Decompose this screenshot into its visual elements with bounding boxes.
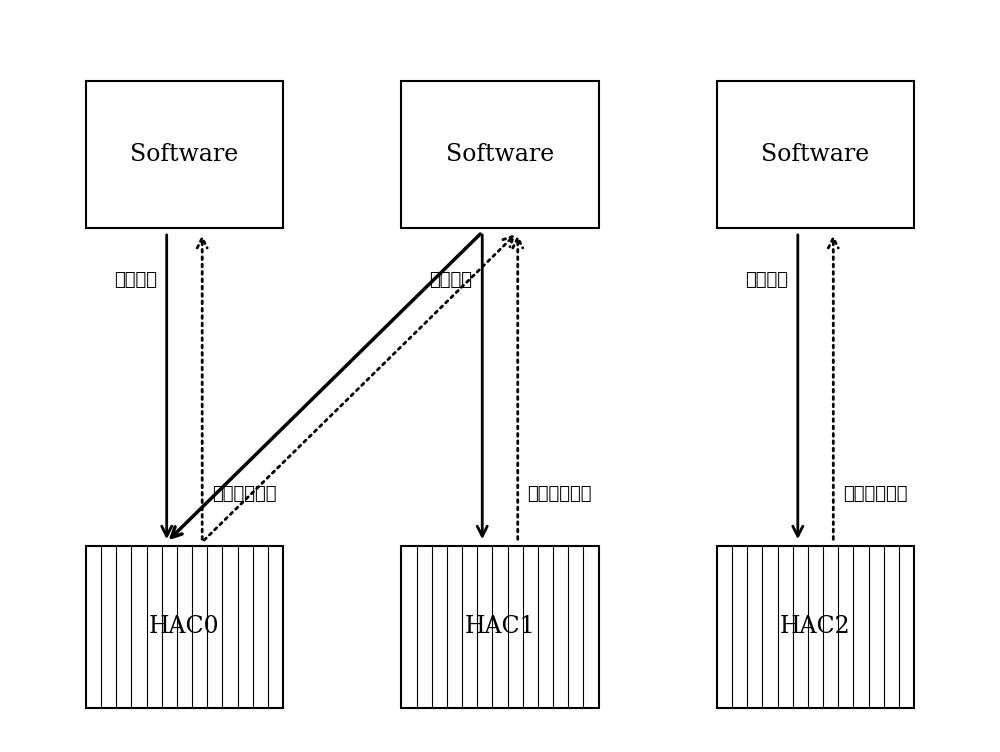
Text: 任务请求: 任务请求 [114, 271, 157, 289]
Text: Software: Software [130, 143, 239, 166]
Text: 任务完成响应: 任务完成响应 [528, 485, 592, 503]
Bar [717, 80, 914, 229]
Bar [717, 546, 914, 708]
Text: HAC2: HAC2 [780, 615, 851, 638]
Text: Software: Software [761, 143, 870, 166]
Bar [401, 80, 599, 229]
Text: 任务请求: 任务请求 [745, 271, 788, 289]
Text: HAC1: HAC1 [465, 615, 535, 638]
Text: 任务完成响应: 任务完成响应 [212, 485, 277, 503]
Text: Software: Software [446, 143, 554, 166]
Text: HAC0: HAC0 [149, 615, 220, 638]
Text: 任务请求: 任务请求 [429, 271, 472, 289]
Bar [401, 546, 599, 708]
Text: 任务完成响应: 任务完成响应 [843, 485, 908, 503]
Bar [86, 546, 283, 708]
Bar [86, 80, 283, 229]
